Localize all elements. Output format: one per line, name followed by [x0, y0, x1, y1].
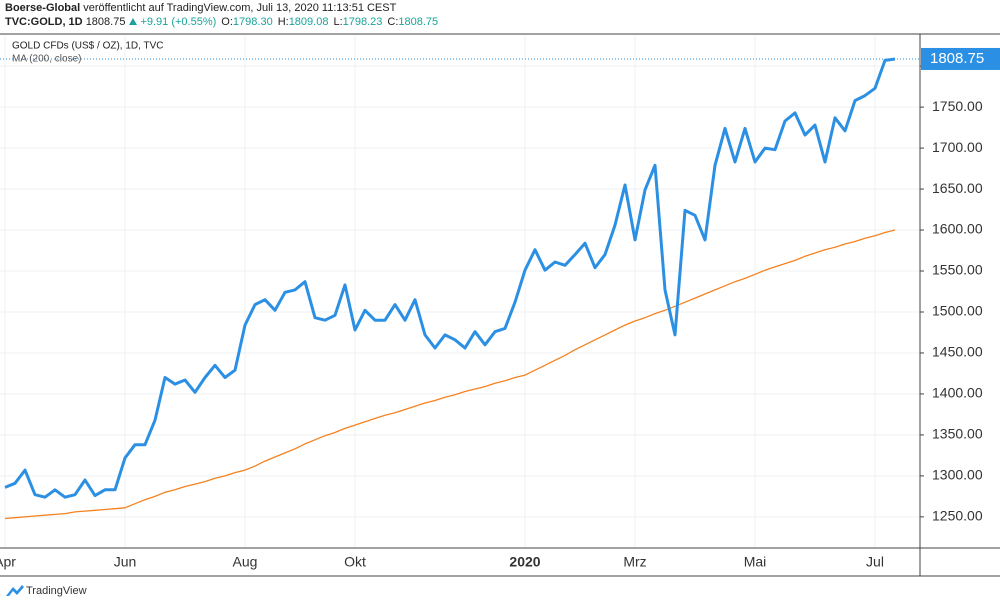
plot [4, 57, 896, 520]
y-tick-label: 1700.00 [932, 139, 983, 155]
ohlc-value: 1809.08 [288, 16, 329, 28]
x-tick-label: Apr [0, 554, 16, 570]
y-tick-label: 1350.00 [932, 426, 983, 442]
publisher: Boerse-Global [5, 2, 81, 14]
ohlc-label: H: [277, 16, 289, 28]
series-line [4, 57, 896, 499]
symbol-line: TVC:GOLD, 1D 1808.75 +9.91 (+0.55%) O:1798… [5, 16, 438, 28]
series-line [4, 229, 896, 520]
y-tick-label: 1300.00 [932, 467, 983, 483]
ohlc-label: L: [333, 16, 343, 28]
logo-shape [6, 585, 24, 596]
brand: TradingView [26, 585, 87, 597]
publish-line: Boerse-Global veröffentlicht auf Trading… [5, 2, 396, 14]
legend-label: GOLD CFDs (US$ / OZ), 1D, TVC [12, 41, 164, 52]
ohlc-value: 1798.30 [232, 16, 273, 28]
x-tick-label: Mai [744, 554, 767, 570]
last-price-label: 1808.75 [930, 50, 984, 67]
x-tick-label: Okt [344, 554, 366, 570]
up-arrow [129, 18, 138, 25]
x-tick-label: Jun [114, 554, 137, 570]
ohlc: O:1798.30 H:1809.08 L:1798.23 C:1808.75 [216, 16, 438, 28]
last: 1808.75 [85, 16, 126, 28]
ohlc-value: 1798.23 [342, 16, 383, 28]
y-tick-label: 1500.00 [932, 303, 983, 319]
ohlc-value: 1808.75 [398, 16, 439, 28]
legend-label: MA (200, close) [12, 54, 81, 65]
y-tick-label: 1650.00 [932, 180, 983, 196]
symbol: TVC:GOLD, 1D [5, 16, 83, 28]
change: +9.91 (+0.55%) [140, 16, 217, 28]
published: veröffentlicht auf TradingView.com, Juli… [83, 2, 397, 14]
y-tick-label: 1250.00 [932, 508, 983, 524]
x-tick-label: Jul [866, 554, 884, 570]
x-tick-label: 2020 [509, 554, 540, 570]
y-tick-label: 1750.00 [932, 98, 983, 114]
ohlc-label: O: [221, 16, 233, 28]
last-price-box [921, 47, 1000, 70]
brand-logo [6, 585, 24, 596]
y-tick-label: 1550.00 [932, 262, 983, 278]
y-tick-label: 1400.00 [932, 385, 983, 401]
x-tick-label: Aug [233, 554, 258, 570]
x-tick-label: Mrz [623, 554, 646, 570]
y-tick-label: 1450.00 [932, 344, 983, 360]
y-tick-label: 1600.00 [932, 221, 983, 237]
ohlc-label: C: [387, 16, 399, 28]
